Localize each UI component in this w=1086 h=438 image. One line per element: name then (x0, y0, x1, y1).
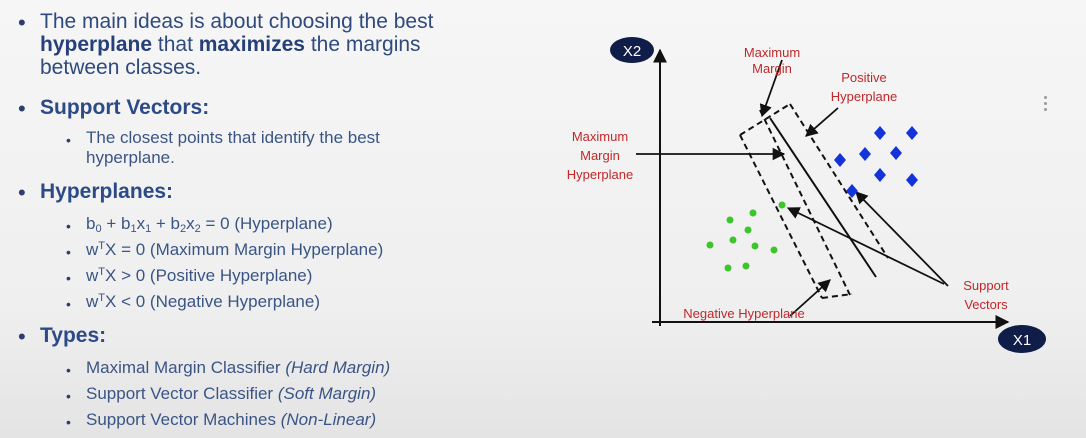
type-soft-margin-name: Support Vector Classifier (86, 384, 274, 403)
blue-diamond (859, 147, 871, 161)
support-vectors-label-line2: Vectors (964, 297, 1008, 312)
type-hard-margin-name: Maximal Margin Classifier (86, 358, 281, 377)
positive-hyperplane-line (789, 103, 889, 259)
types-title: Types: (40, 324, 107, 347)
negative-class-points (706, 201, 786, 272)
green-point (706, 241, 714, 249)
support-vectors-title: Support Vectors: (40, 96, 210, 119)
positive-hyperplane-arrow (805, 107, 839, 137)
green-point (770, 246, 778, 254)
green-point (778, 201, 786, 209)
support-vector-arrow-green (786, 207, 945, 285)
mmh-label-line3: Hyperplane (567, 167, 634, 182)
sub-bullet-dot: • (66, 132, 71, 148)
max-margin-label-line2: Margin (752, 61, 792, 76)
positive-hyperplane-label-line2: Hyperplane (831, 89, 898, 104)
mmh-label-line1: Maximum (572, 129, 628, 144)
green-point (726, 216, 734, 224)
type-non-linear: Support Vector Machines (Non-Linear) (86, 410, 376, 430)
x-axis-badge: X1 (998, 325, 1046, 353)
equation-negative-label: (Negative Hyperplane) (149, 292, 320, 311)
hyperplanes-title: Hyperplanes: (40, 180, 174, 203)
green-point (724, 264, 732, 272)
intro-line1: The main ideas is about choosing the bes… (40, 10, 434, 33)
sub-bullet-dot: • (66, 296, 71, 312)
sub-bullet-dot: • (66, 244, 71, 260)
intro-bold-hyperplane: hyperplane (40, 33, 153, 56)
sub-bullet-dot: • (66, 414, 71, 430)
blue-diamond (874, 126, 886, 140)
blue-diamond (906, 173, 918, 187)
sub-bullet-dot: • (66, 218, 71, 234)
max-margin-label-line1: Maximum (744, 45, 800, 60)
green-point (744, 226, 752, 234)
equation-negative: wTX < 0 (Negative Hyperplane) (86, 292, 320, 311)
blue-diamond (846, 184, 858, 198)
equation-max-margin-label: (Maximum Margin Hyperplane) (149, 240, 384, 259)
sub-bullet-dot: • (66, 388, 71, 404)
type-hard-margin-note: (Hard Margin) (285, 358, 391, 377)
support-vector-arrow-blue (855, 191, 949, 287)
type-soft-margin: Support Vector Classifier (Soft Margin) (86, 384, 376, 404)
negative-hyperplane-label: Negative Hyperplane (683, 306, 804, 321)
bullet-dot: • (18, 10, 26, 35)
bullet-dot: • (18, 324, 26, 349)
type-non-linear-name: Support Vector Machines (86, 410, 276, 429)
intro-end: the margins (304, 33, 421, 56)
blue-diamond (890, 146, 902, 160)
green-point (742, 262, 750, 270)
positive-hyperplane-label-line1: Positive (841, 70, 887, 85)
equation-hyperplane: b0 + b1x1 + b2x2 = 0 (Hyperplane) (86, 214, 333, 235)
intro-bold-maximizes: maximizes (198, 33, 305, 56)
slide-text: • The main ideas is about choosing the b… (18, 10, 550, 430)
support-vectors-label-line1: Support (963, 278, 1009, 293)
support-vectors-desc: The closest points that identify the bes… (86, 128, 526, 168)
intro-mid: that (152, 33, 199, 56)
green-point (749, 209, 757, 217)
type-hard-margin: Maximal Margin Classifier (Hard Margin) (86, 358, 390, 378)
y-axis-badge: X2 (610, 37, 654, 63)
side-menu-dots-icon[interactable] (1042, 96, 1050, 114)
green-point (751, 242, 759, 250)
equation-positive: wTX > 0 (Positive Hyperplane) (86, 266, 313, 285)
negative-hyperplane-line (739, 134, 823, 299)
intro-line3: between classes. (40, 56, 202, 79)
sub-bullet-dot: • (66, 362, 71, 378)
type-soft-margin-note: (Soft Margin) (277, 384, 377, 403)
negative-hyperplane-arrow (789, 279, 831, 317)
equation-positive-label: (Positive Hyperplane) (149, 266, 313, 285)
type-non-linear-note: (Non-Linear) (280, 410, 377, 429)
max-margin-arrow (759, 59, 783, 118)
positive-class-points (834, 126, 918, 198)
x-axis-label: X1 (1013, 332, 1031, 349)
bullet-dot: • (18, 96, 26, 121)
blue-diamond (834, 153, 846, 167)
blue-diamond (906, 126, 918, 140)
max-margin-hyperplane-line (769, 117, 877, 278)
y-axis-label: X2 (623, 43, 641, 60)
sub-bullet-dot: • (66, 270, 71, 286)
support-vectors-desc-line1: The closest points that identify the bes… (86, 128, 380, 147)
support-vectors-desc-line2: hyperplane. (86, 148, 175, 167)
green-point (729, 236, 737, 244)
negative-margin-line (759, 109, 851, 296)
intro-text: The main ideas is about choosing the bes… (40, 10, 550, 79)
bullet-dot: • (18, 180, 26, 205)
margin-cap-bottom (821, 293, 853, 299)
equation-max-margin: wTX = 0 (Maximum Margin Hyperplane) (86, 240, 384, 259)
equation-hyperplane-label: (Hyperplane) (234, 214, 333, 233)
blue-diamond (874, 168, 886, 182)
mmh-label-line2: Margin (580, 148, 620, 163)
